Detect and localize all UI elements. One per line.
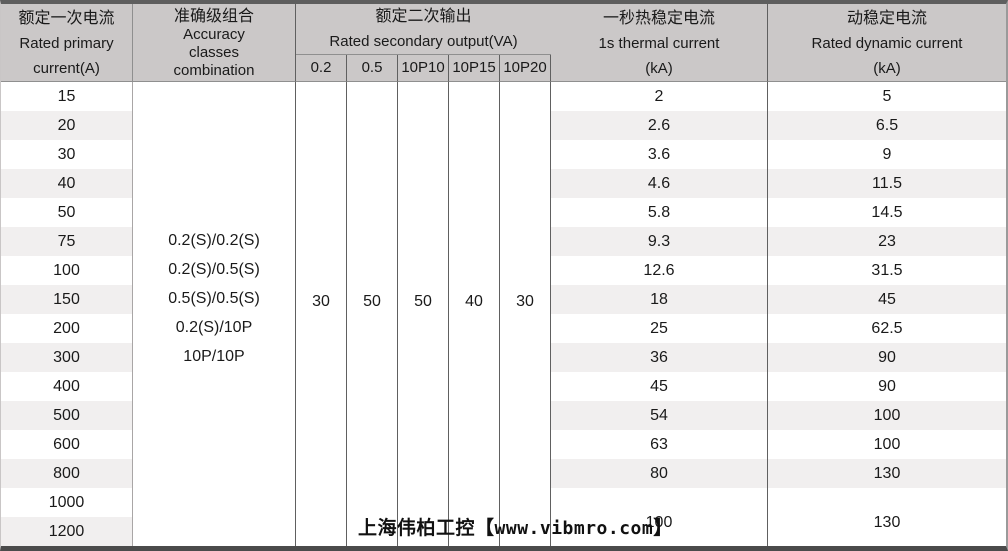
subheader-class-10p20: 10P20 bbox=[500, 55, 551, 82]
primary-current-cell: 1000 bbox=[1, 488, 133, 517]
primary-current-cell: 50 bbox=[1, 198, 133, 227]
accuracy-combination-line: 0.2(S)/10P bbox=[175, 318, 253, 336]
thermal-current-cell: 18 bbox=[551, 285, 768, 314]
secondary-output-value-cell: 50 bbox=[398, 82, 449, 546]
header-dynamic-unit: (kA) bbox=[873, 60, 901, 77]
thermal-current-merged-cell: 100 bbox=[551, 488, 768, 546]
primary-current-cell: 150 bbox=[1, 285, 133, 314]
dynamic-current-cell: 11.5 bbox=[768, 169, 1006, 198]
thermal-current-cell: 45 bbox=[551, 372, 768, 401]
watermark-url: www.vibmro.com bbox=[494, 518, 654, 539]
dynamic-current-cell: 23 bbox=[768, 227, 1006, 256]
subheader-class-0-2: 0.2 bbox=[296, 55, 347, 82]
dynamic-current-cell: 130 bbox=[768, 459, 1006, 488]
primary-current-cell: 600 bbox=[1, 430, 133, 459]
accuracy-combination-line: 0.5(S)/0.5(S) bbox=[168, 289, 260, 307]
dynamic-current-cell: 62.5 bbox=[768, 314, 1006, 343]
primary-current-cell: 15 bbox=[1, 82, 133, 111]
watermark: 上海伟柏工控【www.vibmro.com】 bbox=[358, 513, 673, 540]
thermal-current-cell: 80 bbox=[551, 459, 768, 488]
accuracy-combination-line: 10P/10P bbox=[183, 347, 245, 365]
primary-current-cell: 500 bbox=[1, 401, 133, 430]
thermal-current-cell: 12.6 bbox=[551, 256, 768, 285]
secondary-output-value-cell: 40 bbox=[449, 82, 500, 546]
header-primary-current-en2: current(A) bbox=[33, 60, 100, 77]
subheader-class-10p10: 10P10 bbox=[398, 55, 449, 82]
dynamic-current-cell: 90 bbox=[768, 372, 1006, 401]
accuracy-combination-cell: 0.2(S)/0.2(S) 0.2(S)/0.5(S) 0.5(S)/0.5(S) 0… bbox=[133, 82, 296, 546]
thermal-current-cell: 63 bbox=[551, 430, 768, 459]
header-dynamic-zh: 动稳定电流 bbox=[846, 10, 927, 27]
primary-current-cell: 100 bbox=[1, 256, 133, 285]
secondary-output-value-cell: 30 bbox=[296, 82, 347, 546]
dynamic-current-cell: 100 bbox=[768, 401, 1006, 430]
primary-current-cell: 40 bbox=[1, 169, 133, 198]
secondary-output-value-cell: 50 bbox=[347, 82, 398, 546]
header-primary-current-en1: Rated primary bbox=[19, 35, 114, 52]
subheader-class-10p15: 10P15 bbox=[449, 55, 500, 82]
header-primary-current: 额定一次电流 Rated primary current(A) bbox=[1, 4, 133, 82]
header-dynamic-en: Rated dynamic current bbox=[811, 35, 963, 52]
dynamic-current-cell: 100 bbox=[768, 430, 1006, 459]
header-secondary-output-en: Rated secondary output(VA) bbox=[329, 33, 518, 50]
dynamic-current-cell: 31.5 bbox=[768, 256, 1006, 285]
header-thermal-current: 一秒热稳定电流 1s thermal current (kA) bbox=[551, 4, 768, 82]
header-accuracy-en3: combination bbox=[173, 62, 255, 79]
primary-current-cell: 800 bbox=[1, 459, 133, 488]
header-accuracy-en2: classes bbox=[188, 44, 240, 61]
dynamic-current-cell: 90 bbox=[768, 343, 1006, 372]
thermal-current-cell: 4.6 bbox=[551, 169, 768, 198]
thermal-current-cell: 54 bbox=[551, 401, 768, 430]
secondary-output-value-cell: 30 bbox=[500, 82, 551, 546]
header-accuracy-en1: Accuracy bbox=[183, 26, 245, 43]
header-accuracy-classes: 准确级组合 Accuracy classes combination bbox=[133, 4, 296, 82]
watermark-suffix: 】 bbox=[653, 518, 673, 539]
subheader-class-0-5: 0.5 bbox=[347, 55, 398, 82]
header-accuracy-zh: 准确级组合 bbox=[173, 8, 254, 25]
header-thermal-zh: 一秒热稳定电流 bbox=[602, 10, 715, 27]
header-secondary-output-zh: 额定二次输出 bbox=[375, 8, 472, 25]
thermal-current-cell: 3.6 bbox=[551, 140, 768, 169]
primary-current-cell: 300 bbox=[1, 343, 133, 372]
thermal-current-cell: 5.8 bbox=[551, 198, 768, 227]
header-thermal-en: 1s thermal current bbox=[598, 35, 720, 52]
accuracy-combination-line: 0.2(S)/0.2(S) bbox=[168, 231, 260, 249]
header-secondary-output: 额定二次输出 Rated secondary output(VA) bbox=[296, 4, 551, 55]
dynamic-current-cell: 14.5 bbox=[768, 198, 1006, 227]
primary-current-cell: 75 bbox=[1, 227, 133, 256]
header-dynamic-current: 动稳定电流 Rated dynamic current (kA) bbox=[768, 4, 1006, 82]
thermal-current-cell: 2 bbox=[551, 82, 768, 111]
watermark-prefix: 上海伟柏工控【 bbox=[358, 518, 495, 539]
thermal-current-cell: 2.6 bbox=[551, 111, 768, 140]
dynamic-current-cell: 9 bbox=[768, 140, 1006, 169]
accuracy-combination-line: 0.2(S)/0.5(S) bbox=[168, 260, 260, 278]
dynamic-current-cell: 6.5 bbox=[768, 111, 1006, 140]
thermal-current-cell: 9.3 bbox=[551, 227, 768, 256]
header-primary-current-zh: 额定一次电流 bbox=[18, 10, 115, 27]
dynamic-current-merged-cell: 130 bbox=[768, 488, 1006, 546]
dynamic-current-cell: 5 bbox=[768, 82, 1006, 111]
dynamic-current-cell: 45 bbox=[768, 285, 1006, 314]
thermal-current-cell: 25 bbox=[551, 314, 768, 343]
primary-current-cell: 400 bbox=[1, 372, 133, 401]
primary-current-cell: 20 bbox=[1, 111, 133, 140]
primary-current-cell: 1200 bbox=[1, 517, 133, 546]
header-thermal-unit: (kA) bbox=[645, 60, 673, 77]
primary-current-cell: 30 bbox=[1, 140, 133, 169]
primary-current-cell: 200 bbox=[1, 314, 133, 343]
thermal-current-cell: 36 bbox=[551, 343, 768, 372]
